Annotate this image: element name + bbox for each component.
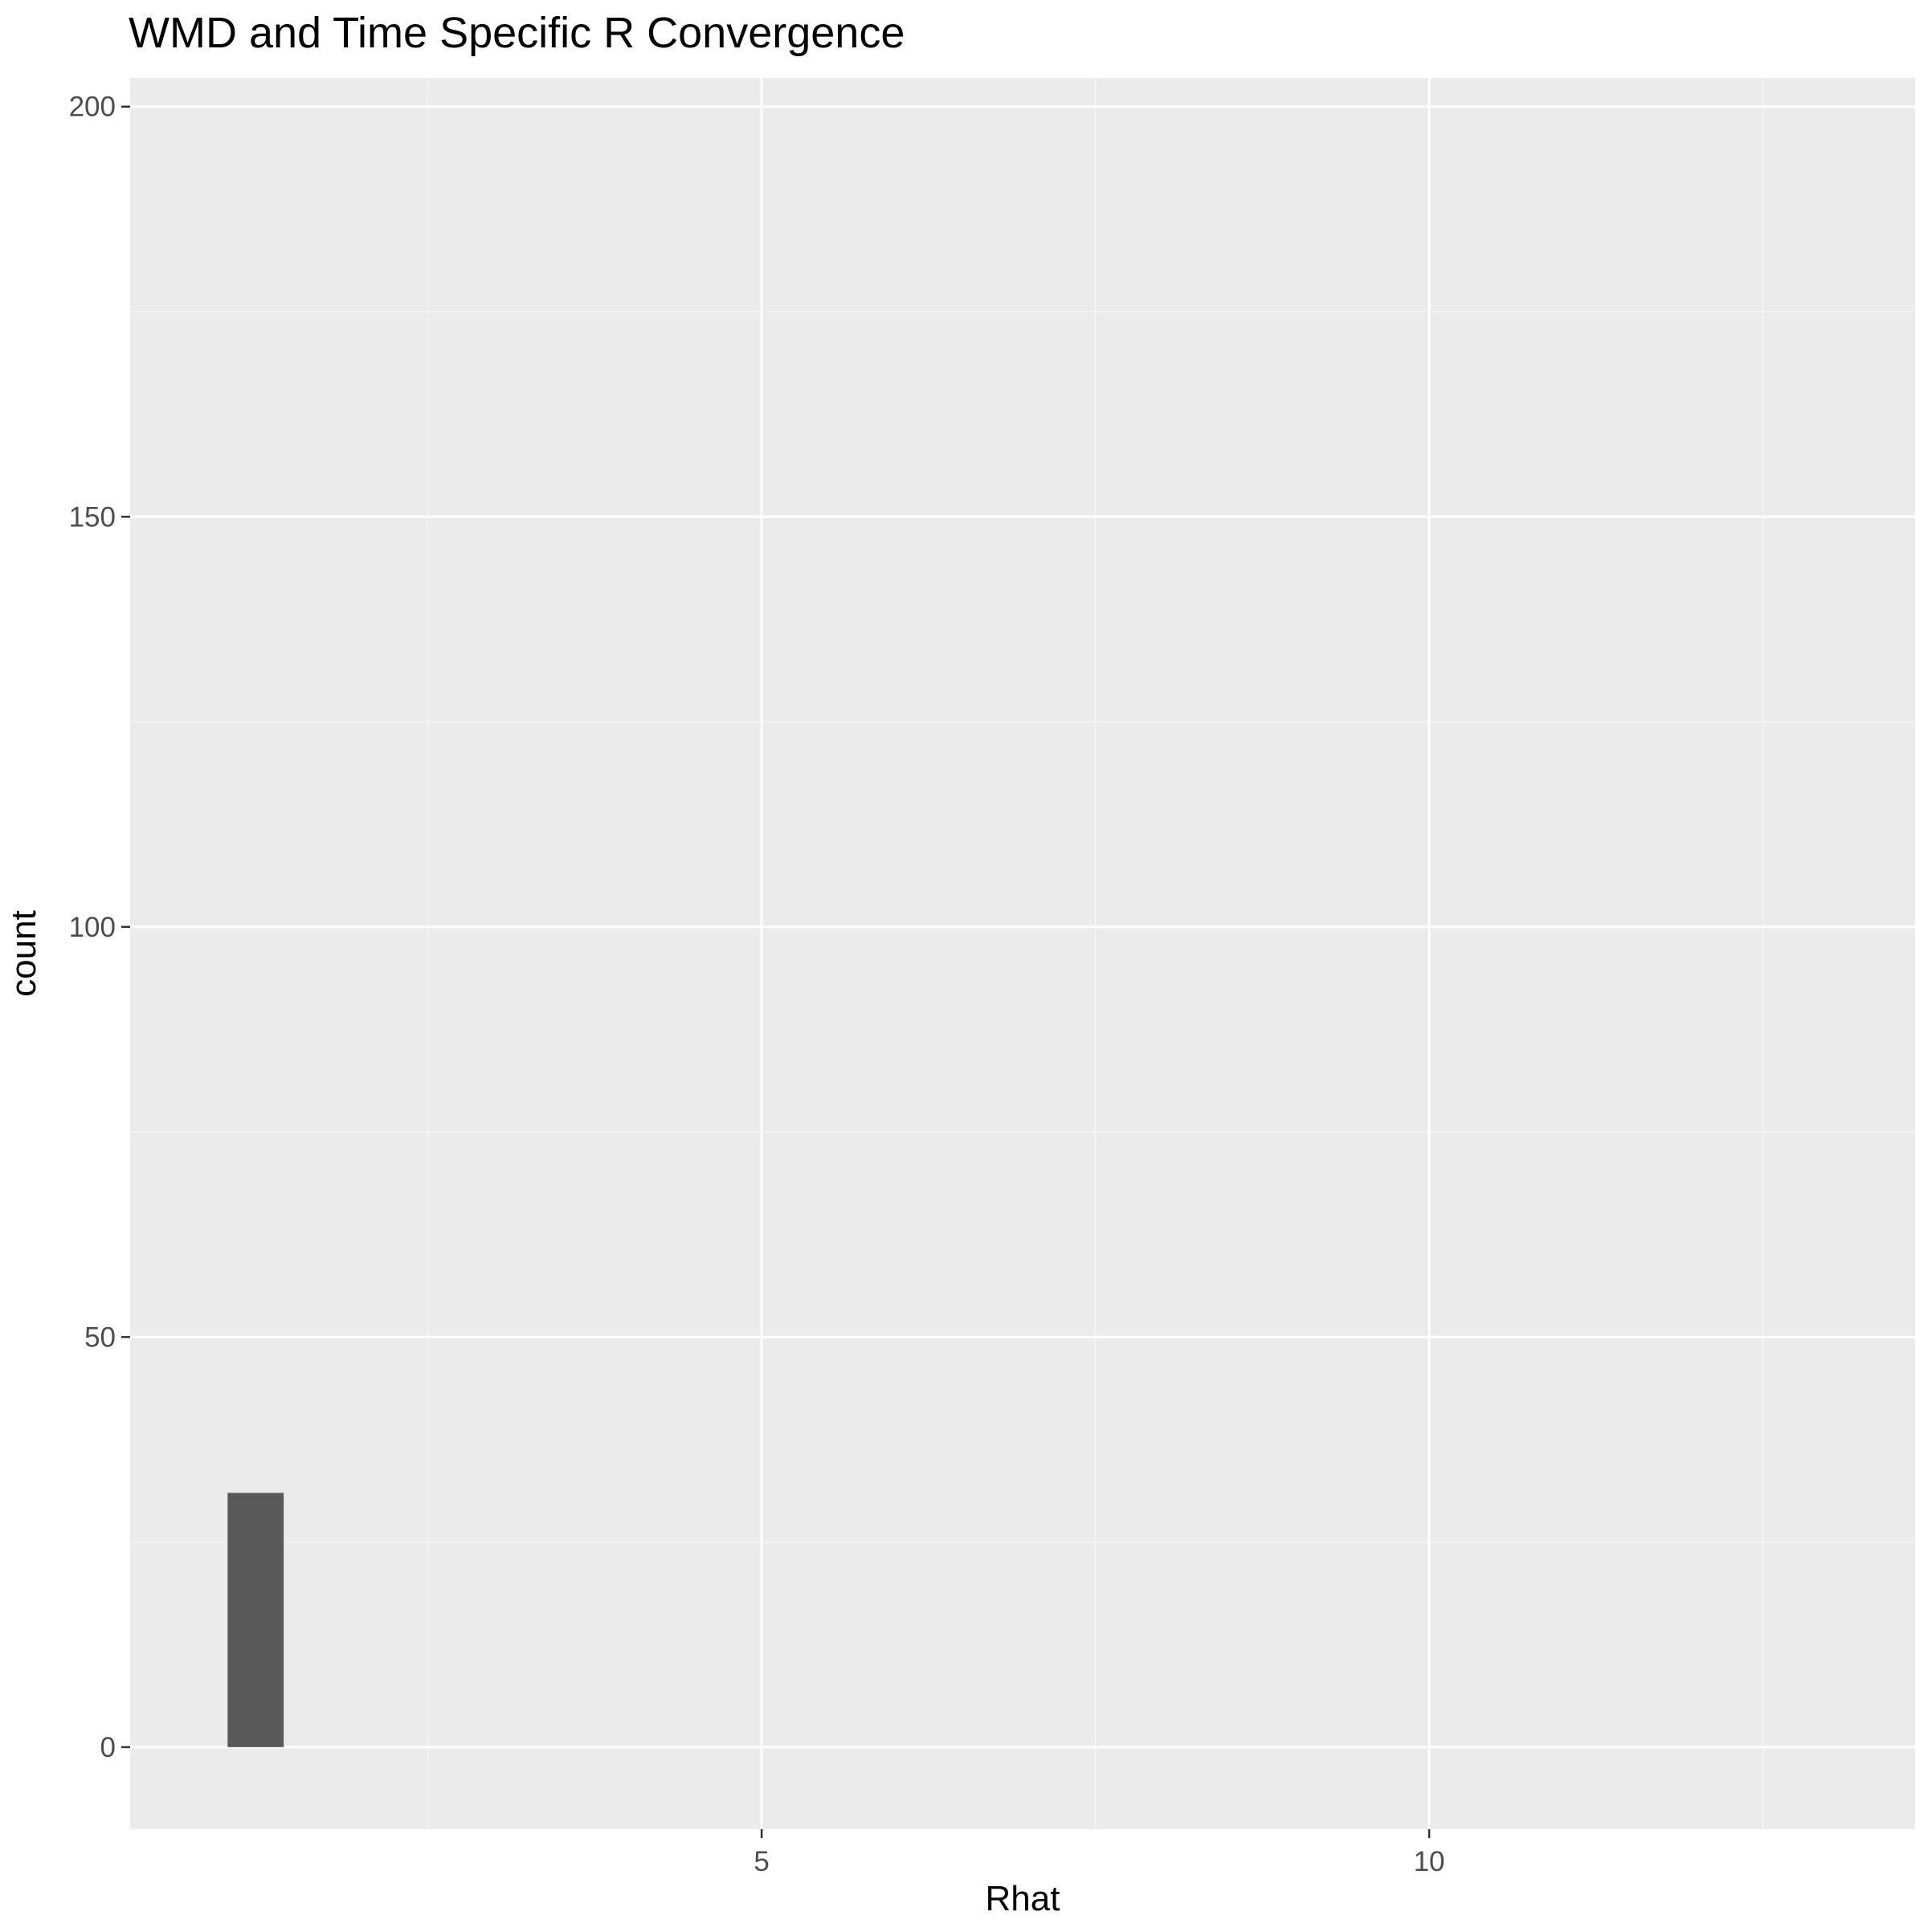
chart-title: WMD and Time Specific R Convergence bbox=[129, 9, 905, 57]
y-tick-label: 100 bbox=[69, 912, 116, 943]
y-tick-label: 50 bbox=[84, 1321, 116, 1353]
y-axis-title: count bbox=[4, 910, 43, 997]
plot-panel bbox=[130, 78, 1915, 1829]
x-tick-label: 10 bbox=[1414, 1846, 1445, 1877]
y-tick-label: 0 bbox=[100, 1732, 116, 1763]
x-tick-label: 5 bbox=[754, 1846, 769, 1877]
x-axis-title: Rhat bbox=[986, 1879, 1060, 1918]
y-tick-label: 200 bbox=[69, 92, 116, 123]
histogram-bar-0 bbox=[227, 1493, 284, 1747]
y-tick-label: 150 bbox=[69, 501, 116, 533]
